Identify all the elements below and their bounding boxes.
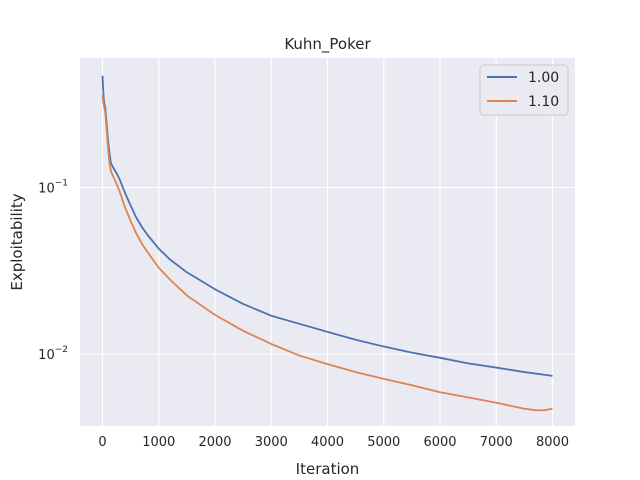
y-tick-label: 10−1 bbox=[38, 179, 68, 197]
legend-label-1: 1.00 bbox=[528, 70, 559, 86]
x-tick-labels: 0 1000 2000 3000 4000 5000 6000 7000 8000 bbox=[98, 435, 569, 450]
x-tick-label: 5000 bbox=[367, 435, 400, 450]
x-tick-label: 8000 bbox=[536, 435, 569, 450]
x-tick-label: 6000 bbox=[423, 435, 456, 450]
x-tick-label: 3000 bbox=[255, 435, 288, 450]
x-axis-label: Iteration bbox=[296, 460, 360, 478]
y-tick-labels: 10−1 10−2 bbox=[38, 179, 68, 364]
legend-label-2: 1.10 bbox=[528, 94, 559, 110]
series-lines bbox=[101, 75, 553, 412]
series-line-2 bbox=[101, 94, 553, 412]
y-axis-label: Exploitability bbox=[8, 193, 26, 290]
chart-title: Kuhn_Poker bbox=[284, 35, 371, 54]
x-tick-label: 0 bbox=[98, 435, 106, 450]
x-tick-label: 2000 bbox=[198, 435, 231, 450]
x-tick-label: 1000 bbox=[142, 435, 175, 450]
legend: 1.00 1.10 bbox=[479, 64, 569, 116]
x-tick-label: 7000 bbox=[480, 435, 513, 450]
x-tick-label: 4000 bbox=[311, 435, 344, 450]
y-tick-label: 10−2 bbox=[38, 345, 68, 363]
grid-lines bbox=[80, 58, 575, 426]
